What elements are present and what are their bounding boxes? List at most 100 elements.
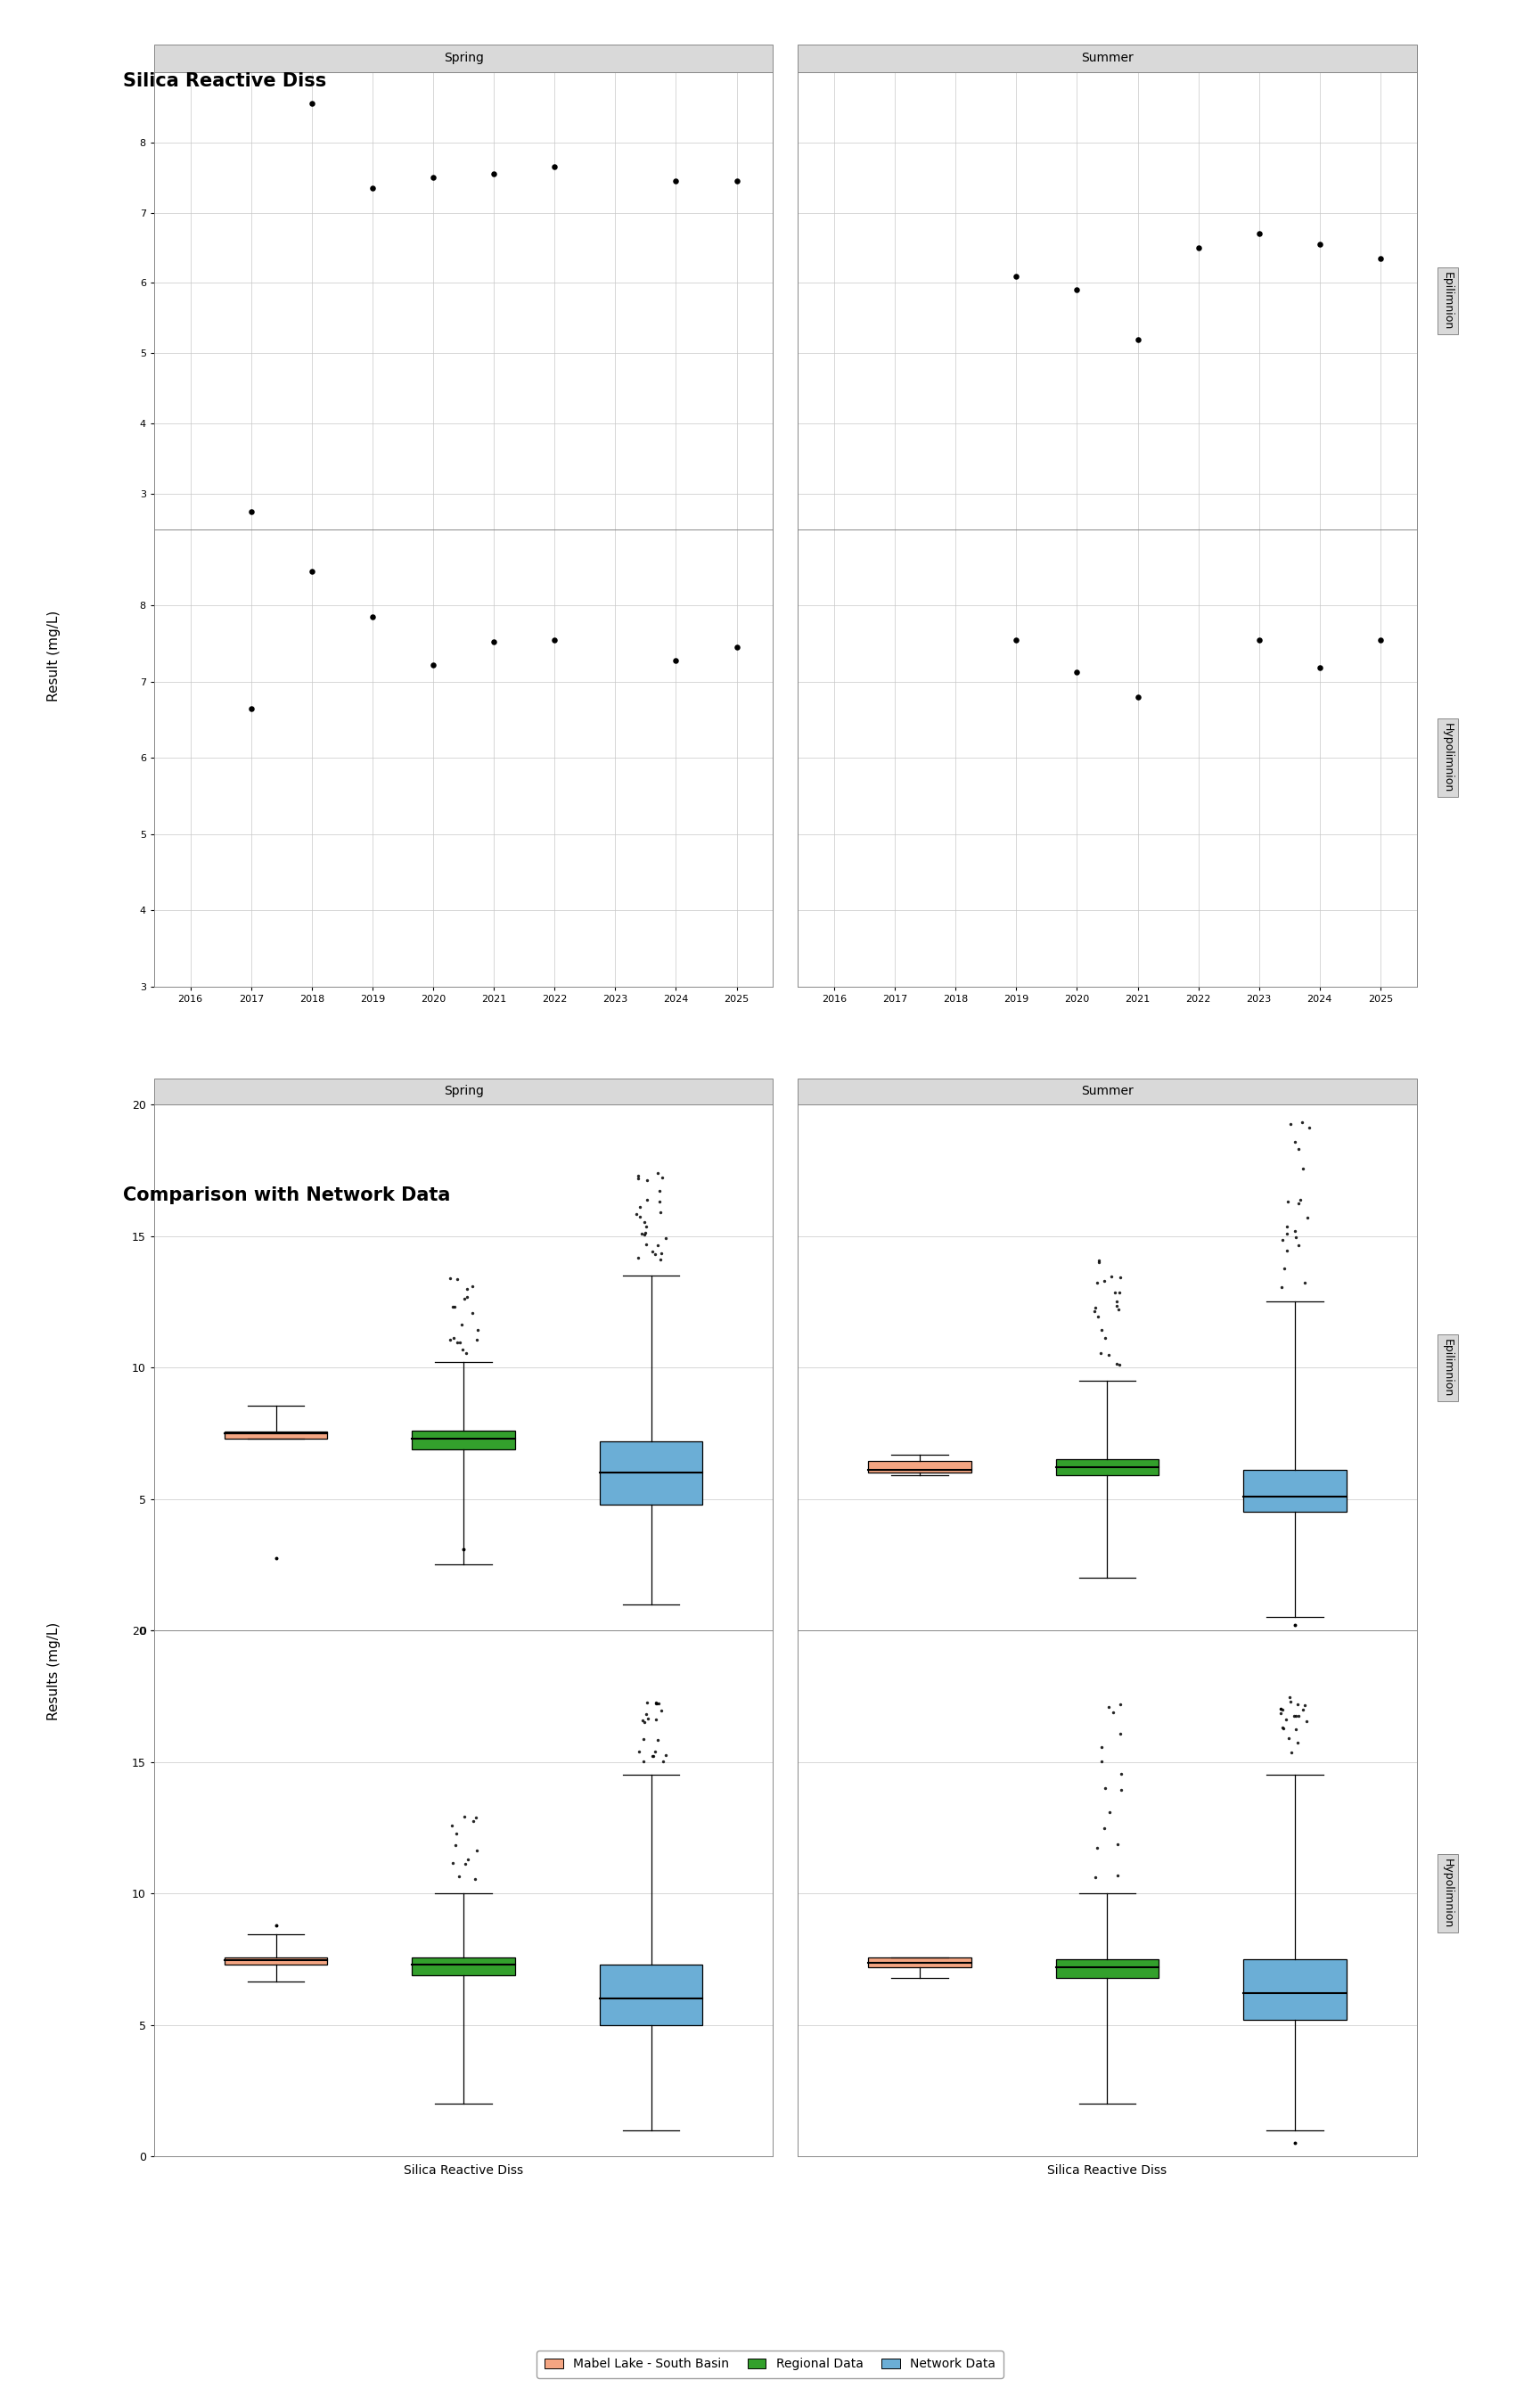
Point [1269,1689,1294,1728]
Point [299,551,323,589]
Text: Hypolimnion: Hypolimnion [1441,1859,1454,1929]
Bar [1243,1471,1346,1512]
Point [453,1797,477,1835]
FancyBboxPatch shape [154,1078,773,1105]
Point [724,163,748,201]
Point [1277,1181,1301,1220]
FancyBboxPatch shape [798,46,1417,72]
Point [1106,1826,1130,1864]
Point [625,1157,650,1196]
Point [442,1287,467,1325]
Bar [225,1433,328,1438]
Point [1086,1299,1110,1337]
Point [1286,1129,1311,1167]
Point [647,1172,671,1210]
Point [439,1320,464,1359]
Point [453,1845,477,1883]
Bar [225,1958,328,1965]
Point [1104,1282,1129,1320]
Point [642,1732,667,1771]
Point [1100,1258,1124,1296]
Point [633,1212,658,1251]
Point [464,1831,488,1869]
Point [1104,1287,1129,1325]
Point [647,1684,671,1723]
Legend: Mabel Lake - South Basin, Regional Data, Network Data: Mabel Lake - South Basin, Regional Data,… [537,2350,1003,2377]
Point [1092,1263,1117,1301]
Point [653,1737,678,1775]
Point [1278,1682,1303,1720]
Point [1283,1605,1307,1644]
X-axis label: Silica Reactive Diss: Silica Reactive Diss [1047,2164,1167,2176]
Point [460,1802,485,1840]
Point [664,163,688,201]
Point [1107,1716,1132,1754]
Point [1269,1689,1294,1728]
Point [1275,1232,1300,1270]
Point [633,1224,658,1263]
Point [444,1814,468,1852]
Point [641,1737,665,1775]
Text: Spring: Spring [444,53,484,65]
Point [1107,1272,1132,1311]
Point [1272,1248,1297,1287]
Point [440,1289,465,1327]
Point [1281,1696,1306,1735]
Point [1292,1687,1317,1725]
Text: Comparison with Network Data: Comparison with Network Data [123,1186,451,1203]
Bar [1056,1459,1160,1476]
Point [1087,1241,1112,1279]
Point [1270,1692,1295,1730]
Point [420,645,445,683]
Point [1291,1150,1315,1188]
Point [1286,1184,1311,1222]
Point [239,690,263,728]
Point [1089,1335,1113,1373]
Point [1283,1121,1307,1160]
X-axis label: Silica Reactive Diss: Silica Reactive Diss [403,2164,524,2176]
Point [647,1181,671,1220]
Point [1096,1689,1121,1728]
Point [542,149,567,187]
Point [724,628,748,666]
Point [1247,621,1272,659]
Point [1109,1754,1133,1792]
Point [1092,1809,1117,1847]
Point [644,1684,668,1723]
Point [442,1318,467,1356]
Point [1107,1344,1132,1382]
Point [1283,2125,1307,2164]
Point [482,156,507,194]
Bar [869,1462,972,1474]
Point [624,1196,648,1234]
Point [1064,654,1089,692]
Point [1126,678,1150,716]
Point [1103,1272,1127,1311]
Point [1186,228,1210,266]
Point [1089,1728,1113,1766]
Point [1269,1267,1294,1306]
Point [642,1234,667,1272]
Point [465,1311,490,1349]
Point [1286,1723,1311,1761]
Point [1297,1109,1321,1148]
Point [648,1234,673,1272]
Point [636,1699,661,1737]
Point [263,1538,288,1577]
Point [1292,1263,1317,1301]
Bar [1056,1960,1160,1977]
Point [1004,621,1029,659]
Text: Silica Reactive Diss: Silica Reactive Diss [123,72,326,89]
Point [1064,271,1089,309]
Bar [599,1440,702,1505]
Point [664,642,688,680]
Point [641,1232,665,1270]
Point [454,1270,479,1308]
Point [634,1181,659,1220]
Point [1277,1720,1301,1759]
Point [645,1227,670,1265]
Point [454,1277,479,1315]
Point [1368,240,1392,278]
Point [1291,1689,1315,1728]
Point [439,1807,464,1845]
